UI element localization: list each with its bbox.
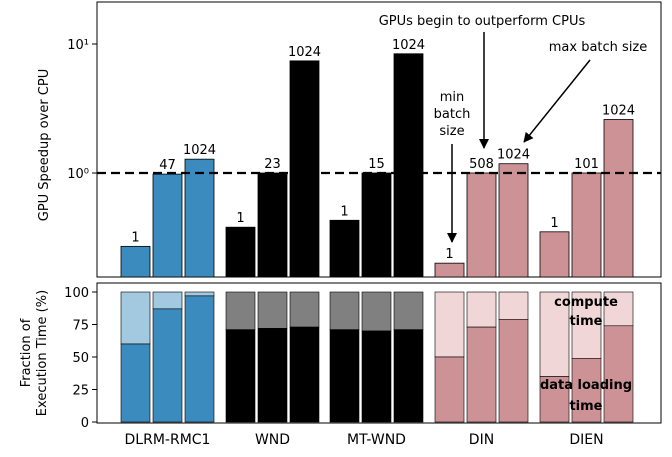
data-loading-segment (152, 308, 183, 423)
speedup-bar-label: 508 (469, 157, 494, 172)
data-loading-label-2: time (569, 399, 602, 414)
speedup-bar (498, 163, 529, 278)
bottom-ylabel-line2: Execution Time (%) (35, 290, 50, 416)
speedup-bar (289, 60, 320, 278)
speedup-bar-label: 101 (574, 157, 599, 172)
bottom-ytick-label: 100 (64, 286, 89, 301)
compute-time-segment (498, 291, 529, 320)
gpus-outperform-annotation: GPUs begin to outperform CPUs (379, 14, 586, 29)
data-loading-segment (257, 328, 288, 423)
compute-time-segment (329, 291, 360, 331)
speedup-bar (257, 172, 288, 278)
data-loading-segment (120, 343, 151, 423)
compute-time-label-2: time (569, 314, 602, 329)
data-loading-segment (466, 326, 497, 423)
data-loading-segment (571, 357, 602, 423)
speedup-bar (603, 119, 634, 278)
top-ytick-label: 10¹ (67, 38, 89, 53)
speedup-bar-label: 1024 (602, 103, 635, 118)
speedup-bar-label: 1 (445, 247, 453, 262)
data-loading-segment (329, 329, 360, 423)
bottom-ylabel-line1: Fraction of (19, 318, 34, 387)
bottom-panel-frame (96, 282, 662, 424)
data-loading-segment (289, 326, 320, 423)
category-label: MT-WND (347, 432, 406, 448)
data-loading-segment (184, 295, 215, 423)
speedup-bar (393, 53, 424, 278)
category-labels: DLRM-RMC1 WND MT-WND DIN DIEN (125, 432, 604, 448)
compute-time-segment (120, 291, 151, 345)
category-label: DIN (469, 432, 494, 448)
speedup-bar-label: 15 (368, 157, 385, 172)
compute-time-segment (466, 291, 497, 328)
compute-time-segment (152, 291, 183, 310)
bottom-ytick-label: 50 (72, 351, 89, 366)
data-loading-label-1: data loading (540, 378, 632, 393)
speedup-bar-label: 1 (550, 216, 558, 231)
data-loading-segment (539, 376, 570, 423)
category-label: DIEN (569, 432, 603, 448)
speedup-bar (120, 245, 151, 278)
compute-time-segment (257, 291, 288, 329)
compute-time-segment (603, 291, 634, 327)
compute-time-segment (225, 291, 256, 331)
category-label: WND (255, 432, 290, 448)
data-loading-segment (498, 318, 529, 423)
speedup-bar-label: 23 (264, 157, 281, 172)
speedup-bar (571, 172, 602, 278)
compute-time-label-1: compute (554, 295, 618, 310)
top-ytick-label: 10⁰ (67, 167, 89, 182)
data-loading-segment (361, 330, 392, 423)
speedup-bar-label: 47 (159, 158, 176, 173)
speedup-bar (434, 262, 465, 278)
compute-time-segment (289, 291, 320, 328)
top-bars (120, 53, 634, 278)
speedup-bar-label: 1024 (183, 143, 216, 158)
data-loading-segment (603, 325, 634, 423)
compute-time-segment (184, 291, 215, 297)
category-label: DLRM-RMC1 (125, 432, 211, 448)
bottom-ytick-label: 25 (72, 384, 89, 399)
speedup-bar (225, 226, 256, 278)
speedup-bar-label: 1024 (392, 38, 425, 53)
speedup-bar-label: 1 (340, 204, 348, 219)
bottom-bars (120, 291, 634, 423)
min-batch-annotation-2: batch (434, 107, 471, 122)
compute-time-segment (571, 291, 602, 359)
speedup-bar (466, 172, 497, 278)
speedup-bar-label: 1 (236, 211, 244, 226)
data-loading-segment (434, 356, 465, 423)
speedup-bar (184, 158, 215, 278)
compute-time-segment (539, 291, 570, 377)
speedup-bar-label: 1 (131, 230, 139, 245)
compute-time-segment (361, 291, 392, 332)
speedup-bar (329, 219, 360, 278)
speedup-bar-label: 1024 (288, 45, 321, 60)
max-batch-annotation: max batch size (549, 40, 648, 55)
bottom-ytick-label: 75 (72, 319, 89, 334)
data-loading-segment (393, 329, 424, 423)
speedup-bar-label: 1024 (497, 148, 530, 163)
bottom-ytick-label: 0 (81, 416, 89, 431)
speedup-bar (152, 173, 183, 278)
min-batch-annotation-3: size (439, 124, 464, 139)
speedup-bar (539, 231, 570, 278)
compute-time-segment (393, 291, 424, 331)
speedup-bar (361, 172, 392, 278)
data-loading-segment (225, 329, 256, 423)
axes: 10⁰ 10¹ 0 25 50 75 100 (64, 38, 97, 431)
min-batch-annotation-1: min (440, 90, 465, 105)
top-ylabel: GPU Speedup over CPU (37, 69, 52, 222)
max-batch-arrow (523, 59, 591, 143)
compute-time-segment (434, 291, 465, 358)
